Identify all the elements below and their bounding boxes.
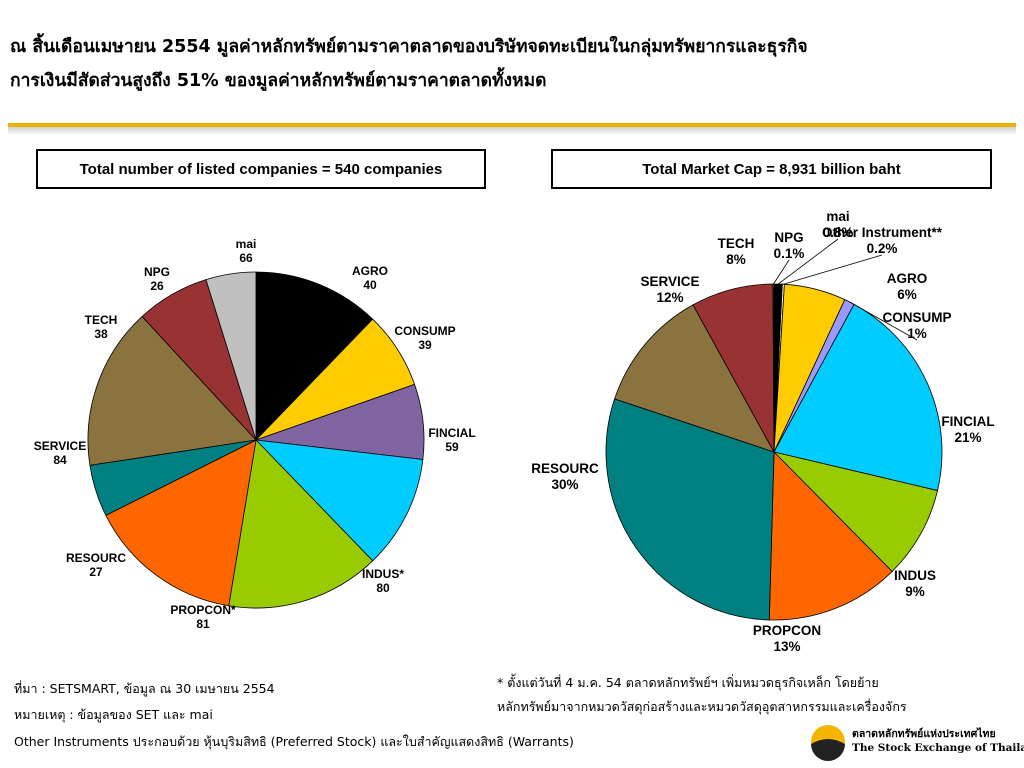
set-logo: ตลาดหลักทรัพย์แห่งประเทศไทย The Stock Ex… — [808, 722, 1024, 762]
marketcap-label-propcon: PROPCON — [753, 623, 821, 638]
marketcap-slice-resourc — [605, 398, 775, 621]
companies-label-resourc: RESOURC — [66, 551, 126, 565]
marketcap-slice-indus — [772, 451, 939, 573]
companies-label-consump: CONSUMP — [394, 324, 455, 338]
marketcap-leader-consump — [849, 301, 918, 341]
pie-labels: mai66AGRO40CONSUMP39FINCIAL59INDUS*80PRO… — [34, 209, 995, 654]
companies-label-agro: AGRO — [352, 264, 388, 278]
marketcap-label-other-instrument: Other Instrument** — [822, 225, 943, 240]
marketcap-value-fincial: 21% — [954, 430, 981, 445]
marketcap-label-agro: AGRO — [887, 271, 928, 286]
marketcap-label-tech: TECH — [718, 236, 755, 251]
marketcap-label-service: SERVICE — [640, 274, 699, 289]
companies-label-service: SERVICE — [34, 439, 86, 453]
companies-value-consump: 39 — [418, 338, 432, 352]
logo-english-text: The Stock Exchange of Thailand — [852, 742, 1024, 754]
companies-value-indus: 80 — [376, 581, 390, 595]
remark-note: หมายเหตุ : ข้อมูลของ SET และ mai — [14, 707, 213, 722]
marketcap-label-consump: CONSUMP — [882, 310, 951, 325]
marketcap-value-mai: 0.8% — [823, 225, 854, 240]
companies-value-service: 84 — [53, 453, 67, 467]
marketcap-label-mai: mai — [826, 209, 849, 224]
market-cap-title: Total Market Cap = 8,931 billion baht — [551, 149, 992, 189]
marketcap-leader-mai — [777, 238, 839, 285]
footnote-line-1: * ตั้งแต่วันที่ 4 ม.ค. 54 ตลาดหลักทรัพย์… — [497, 675, 879, 690]
headline-line-2: การเงินมีสัดส่วนสูงถึง 51% ของมูลค่าหลัก… — [10, 71, 547, 91]
marketcap-label-fincial: FINCIAL — [941, 414, 994, 429]
companies-value-propcon: 81 — [196, 617, 210, 631]
marketcap-leader-npg — [773, 259, 790, 285]
marketcap-value-agro: 6% — [897, 287, 917, 302]
marketcap-label-resourc: RESOURC — [531, 461, 599, 476]
marketcap-leader-other-instrument — [783, 254, 883, 285]
companies-label-propcon: PROPCON* — [170, 603, 236, 617]
marketcap-value-indus: 9% — [905, 584, 925, 599]
companies-value-resourc: 27 — [89, 565, 103, 579]
companies-label-tech: TECH — [85, 313, 118, 327]
marketcap-value-other-instrument: 0.2% — [867, 241, 898, 256]
companies-slice-indus — [228, 439, 374, 609]
companies-slice-service — [87, 315, 257, 466]
companies-label-npg: NPG — [144, 265, 170, 279]
marketcap-label-indus: INDUS — [894, 568, 936, 583]
marketcap-label-npg: NPG — [774, 230, 803, 245]
headline: ณ สิ้นเดือนเมษายน 2554 มูลค่าหลักทรัพย์ต… — [10, 30, 1015, 98]
marketcap-value-npg: 0.1% — [774, 246, 805, 261]
companies-value-fincial: 59 — [445, 440, 459, 454]
set-sun-logo-icon — [811, 725, 845, 761]
marketcap-value-tech: 8% — [726, 252, 746, 267]
marketcap-slice-fincial — [773, 303, 943, 492]
companies-label-fincial: FINCIAL — [428, 426, 475, 440]
marketcap-value-propcon: 13% — [773, 639, 800, 654]
logo-thai-text: ตลาดหลักทรัพย์แห่งประเทศไทย — [852, 728, 996, 740]
accent-rule-shadow — [8, 127, 1016, 135]
companies-label-mai: mai — [236, 237, 257, 251]
companies-slice-mai — [255, 271, 374, 441]
other-instruments-note: Other Instruments ประกอบด้วย หุ้นบุริมสิ… — [14, 734, 574, 749]
companies-slice-propcon — [105, 439, 257, 607]
footnote-line-2: หลักทรัพย์มาจากหมวดวัสดุก่อสร้างและหมวดว… — [497, 699, 907, 714]
listed-companies-pie — [87, 271, 425, 609]
companies-value-agro: 40 — [363, 278, 377, 292]
listed-companies-title: Total number of listed companies = 540 c… — [36, 149, 486, 189]
marketcap-value-consump: 1% — [907, 326, 927, 341]
marketcap-slice-propcon — [768, 451, 893, 621]
companies-slice-fincial — [254, 439, 424, 562]
companies-value-tech: 38 — [94, 327, 108, 341]
source-note: ที่มา : SETSMART, ข้อมูล ณ 30 เมษายน 255… — [14, 681, 275, 696]
companies-slice-npg — [205, 271, 257, 441]
companies-value-mai: 66 — [239, 251, 253, 265]
market-cap-pie — [605, 283, 943, 621]
marketcap-value-service: 12% — [656, 290, 683, 305]
companies-label-indus: INDUS* — [362, 567, 404, 581]
accent-rule — [8, 123, 1016, 127]
companies-value-npg: 26 — [150, 279, 164, 293]
marketcap-value-resourc: 30% — [551, 477, 578, 492]
headline-line-1: ณ สิ้นเดือนเมษายน 2554 มูลค่าหลักทรัพย์ต… — [10, 37, 808, 57]
marketcap-slice-service — [614, 304, 775, 453]
